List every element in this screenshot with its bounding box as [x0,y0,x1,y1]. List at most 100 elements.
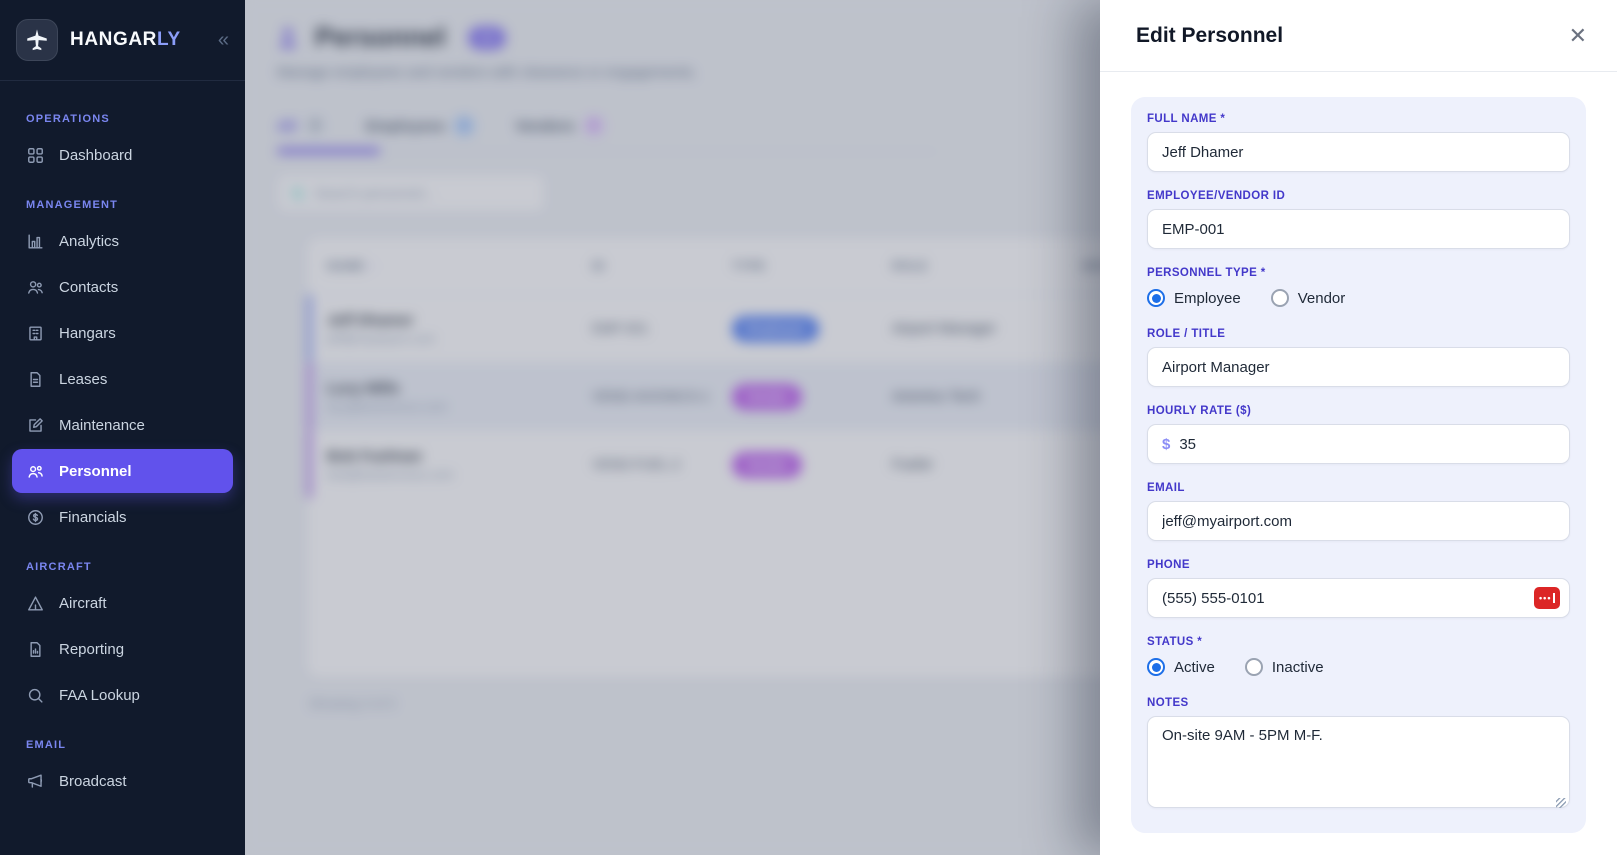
tab-employees[interactable]: Employees 1 [366,115,476,137]
role-label: ROLE / TITLE [1147,328,1226,340]
email-field[interactable] [1147,501,1570,541]
personnel-title-icon [279,27,296,48]
sidebar-item-label: Personnel [59,462,132,480]
table-row[interactable]: Jeff Dhamer jeff@myairport.com EMP-001 Em… [307,294,1585,362]
textarea-resize-handle[interactable] [1556,798,1566,808]
megaphone-icon [28,773,43,788]
personnel-type-label: PERSONNEL TYPE * [1147,267,1266,279]
role-input[interactable] [1147,347,1570,387]
sidebar-item-leases[interactable]: Leases [12,357,233,401]
document-icon [30,371,41,387]
sidebar-item-label: Dashboard [59,146,133,164]
employee-id-field-group: EMPLOYEE/VENDOR ID [1147,190,1570,249]
sidebar-item-maintenance[interactable]: Maintenance [12,403,233,447]
phone-input[interactable] [1147,578,1570,618]
drawer-body: FULL NAME * EMPLOYEE/VENDOR ID PERSONNEL… [1100,72,1617,855]
sidebar-item-label: Contacts [59,278,119,296]
radio-checked-icon[interactable] [1147,289,1165,307]
drawer-header: Edit Personnel ✕ [1100,0,1617,72]
active-tab-underline [277,148,380,154]
aircraft-icon [28,595,43,611]
dollar-circle-icon [28,509,43,525]
phone-label: PHONE [1147,559,1190,571]
sidebar-item-label: Analytics [59,232,120,250]
contacts-icon [28,280,43,294]
sidebar-item-label: Aircraft [59,594,107,612]
sidebar-item-analytics[interactable]: Analytics [12,219,233,263]
brand-name: HANGARLY [70,29,181,51]
sidebar-item-faa-lookup[interactable]: FAA Lookup [12,673,233,717]
section-label-email: EMAIL [26,739,67,751]
table-footer-count: Showing 3 of 3 [309,696,396,711]
edit-personnel-drawer: Edit Personnel ✕ FULL NAME * EMPLOYEE/VE… [1100,0,1617,855]
tab-count-badge: 2 [582,115,605,137]
logo [16,19,58,61]
column-header-name[interactable]: Name ↑ [327,259,376,273]
row-id: VEND-AVIONICS-1 [592,389,710,404]
search-icon [292,187,304,199]
tab-count-badge: 1 [453,115,476,137]
personnel-type-field-group: PERSONNEL TYPE * Employee Vendor [1147,267,1570,310]
close-icon[interactable]: ✕ [1568,22,1587,48]
radio-label: Employee [1174,289,1241,307]
radio-inactive[interactable]: Inactive [1244,658,1324,676]
sidebar-item-aircraft[interactable]: Aircraft [12,581,233,625]
role-field-group: ROLE / TITLE [1147,328,1570,387]
employee-id-label: EMPLOYEE/VENDOR ID [1147,190,1286,202]
sidebar-item-dashboard[interactable]: Dashboard [12,133,233,177]
airplane-icon [27,29,47,51]
edit-icon [29,417,43,432]
row-role: Avionics Tech [892,388,981,405]
hourly-rate-field-group: HOURLY RATE ($) $ [1147,405,1570,464]
radio-unchecked-icon[interactable] [1244,658,1263,676]
radio-active[interactable]: Active [1147,658,1215,676]
email-label: EMAIL [1147,482,1185,494]
radio-checked-icon[interactable] [1147,658,1165,676]
sidebar-collapse-icon[interactable]: « [217,29,229,51]
sidebar-item-label: Financials [59,508,127,526]
section-label-aircraft: AIRCRAFT [26,561,92,573]
column-header-type[interactable]: Type [732,259,766,273]
table-row[interactable]: Bob Fuelman bob@fuelservices.com VEND-FUE… [307,430,1585,498]
sidebar-item-label: FAA Lookup [59,686,140,704]
section-label-management: MANAGEMENT [26,199,119,211]
tab-all[interactable]: All 3 [277,115,327,137]
edit-personnel-form: FULL NAME * EMPLOYEE/VENDOR ID PERSONNEL… [1131,97,1586,833]
notes-field-group: NOTES On-site 9AM - 5PM M-F. [1147,697,1570,813]
sidebar-item-label: Maintenance [59,416,145,434]
radio-vendor[interactable]: Vendor [1270,289,1345,307]
page-title: Personnel [315,22,446,52]
users-icon [28,465,43,478]
sidebar-item-contacts[interactable]: Contacts [12,265,233,309]
employee-id-input[interactable] [1147,209,1570,249]
row-name: Lucy Mills [327,379,400,397]
tab-vendors[interactable]: Vendors 2 [515,115,605,137]
sidebar-item-label: Reporting [59,640,125,658]
sidebar-item-label: Leases [59,370,108,388]
radio-unchecked-icon[interactable] [1270,289,1289,307]
column-header-role[interactable]: Role [892,259,928,273]
radio-label: Active [1174,658,1215,676]
page-subtitle: Manage employees and vendors with cleara… [277,65,697,81]
title-count-badge: 3 [467,25,507,50]
sidebar-item-personnel[interactable]: Personnel [12,449,233,493]
building-icon [29,325,42,341]
sidebar-item-reporting[interactable]: Reporting [12,627,233,671]
notes-textarea[interactable]: On-site 9AM - 5PM M-F. [1147,716,1570,808]
row-email: bob@fuelservices.com [327,467,454,482]
sidebar-item-broadcast[interactable]: Broadcast [12,759,233,803]
full-name-label: FULL NAME * [1147,113,1226,125]
column-header-id[interactable]: ID [592,259,606,273]
search-box [277,174,545,212]
dollar-prefix: $ [1162,435,1171,453]
tab-label: Vendors [515,117,575,135]
sidebar-item-hangars[interactable]: Hangars [12,311,233,355]
sidebar-item-financials[interactable]: Financials [12,495,233,539]
password-manager-autofill-icon[interactable]: ••• [1534,587,1560,609]
full-name-input[interactable] [1147,132,1570,172]
search-input[interactable] [314,185,532,201]
notes-label: NOTES [1147,697,1189,709]
row-name: Bob Fuelman [327,447,423,465]
radio-employee[interactable]: Employee [1147,289,1241,307]
hourly-rate-input[interactable] [1179,435,1555,453]
